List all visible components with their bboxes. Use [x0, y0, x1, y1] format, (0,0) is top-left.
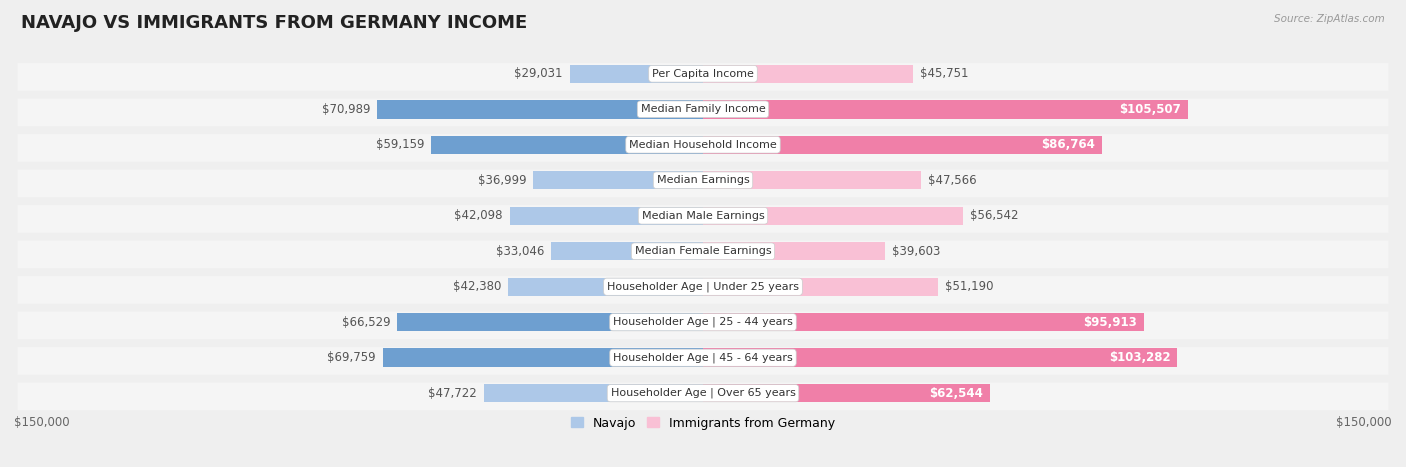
Text: $39,603: $39,603 [891, 245, 941, 258]
Text: Source: ZipAtlas.com: Source: ZipAtlas.com [1274, 14, 1385, 24]
Text: $150,000: $150,000 [14, 416, 70, 429]
Bar [703, 277, 938, 296]
Bar [533, 171, 703, 190]
Bar [703, 384, 990, 403]
Text: $47,566: $47,566 [928, 174, 977, 187]
Text: $70,989: $70,989 [322, 103, 370, 116]
Bar [703, 64, 912, 83]
FancyBboxPatch shape [17, 205, 1389, 233]
FancyBboxPatch shape [17, 99, 1389, 126]
Bar [703, 206, 963, 225]
Text: Householder Age | 45 - 64 years: Householder Age | 45 - 64 years [613, 353, 793, 363]
Text: $86,764: $86,764 [1040, 138, 1095, 151]
Text: Median Household Income: Median Household Income [628, 140, 778, 150]
Bar [703, 135, 1101, 154]
Bar [703, 171, 921, 190]
Text: $95,913: $95,913 [1083, 316, 1136, 329]
Bar [551, 242, 703, 261]
Text: $36,999: $36,999 [478, 174, 526, 187]
Text: Householder Age | 25 - 44 years: Householder Age | 25 - 44 years [613, 317, 793, 327]
Text: $33,046: $33,046 [496, 245, 544, 258]
Text: $42,098: $42,098 [454, 209, 503, 222]
Text: $29,031: $29,031 [515, 67, 562, 80]
Bar [509, 206, 703, 225]
Text: $56,542: $56,542 [970, 209, 1018, 222]
Text: Per Capita Income: Per Capita Income [652, 69, 754, 79]
Text: $103,282: $103,282 [1109, 351, 1170, 364]
Bar [703, 348, 1177, 367]
Bar [382, 348, 703, 367]
Bar [703, 313, 1143, 332]
Legend: Navajo, Immigrants from Germany: Navajo, Immigrants from Germany [571, 417, 835, 430]
Text: $105,507: $105,507 [1119, 103, 1181, 116]
Text: Median Earnings: Median Earnings [657, 175, 749, 185]
Text: Householder Age | Under 25 years: Householder Age | Under 25 years [607, 282, 799, 292]
FancyBboxPatch shape [17, 241, 1389, 268]
Text: $59,159: $59,159 [375, 138, 425, 151]
Text: $62,544: $62,544 [929, 387, 983, 400]
Text: $66,529: $66,529 [342, 316, 391, 329]
FancyBboxPatch shape [17, 311, 1389, 339]
Bar [484, 384, 703, 403]
Text: Householder Age | Over 65 years: Householder Age | Over 65 years [610, 388, 796, 398]
Text: $45,751: $45,751 [920, 67, 969, 80]
Bar [432, 135, 703, 154]
Text: Median Male Earnings: Median Male Earnings [641, 211, 765, 221]
Bar [703, 100, 1188, 119]
Bar [569, 64, 703, 83]
Bar [703, 242, 884, 261]
Bar [398, 313, 703, 332]
Bar [377, 100, 703, 119]
Text: $51,190: $51,190 [945, 280, 994, 293]
Text: Median Female Earnings: Median Female Earnings [634, 246, 772, 256]
Text: $47,722: $47,722 [429, 387, 477, 400]
FancyBboxPatch shape [17, 170, 1389, 197]
Text: $150,000: $150,000 [1336, 416, 1392, 429]
Bar [509, 277, 703, 296]
FancyBboxPatch shape [17, 347, 1389, 375]
Text: $69,759: $69,759 [328, 351, 375, 364]
FancyBboxPatch shape [17, 276, 1389, 304]
Text: $42,380: $42,380 [453, 280, 502, 293]
FancyBboxPatch shape [17, 382, 1389, 410]
Text: NAVAJO VS IMMIGRANTS FROM GERMANY INCOME: NAVAJO VS IMMIGRANTS FROM GERMANY INCOME [21, 14, 527, 32]
FancyBboxPatch shape [17, 134, 1389, 162]
FancyBboxPatch shape [17, 63, 1389, 91]
Text: Median Family Income: Median Family Income [641, 104, 765, 114]
